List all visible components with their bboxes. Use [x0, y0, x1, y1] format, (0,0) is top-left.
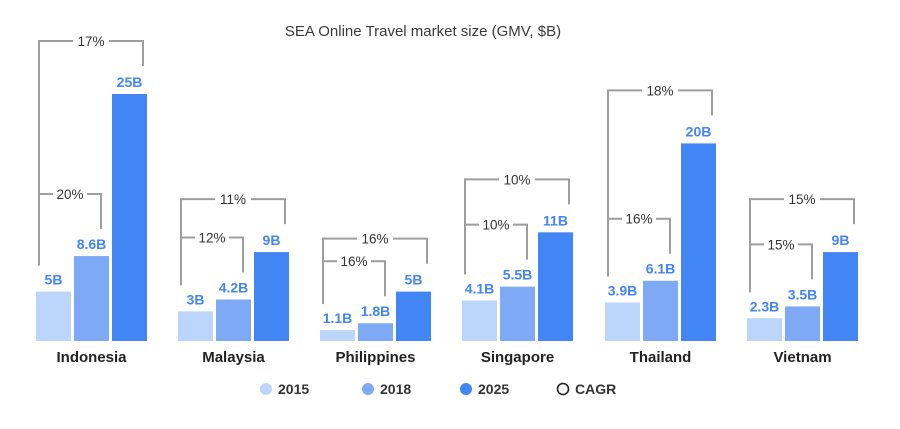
- bar-malaysia-2025: [254, 252, 289, 341]
- cagr-bracket-outer-vietnam: [749, 198, 855, 263]
- value-label-malaysia-2025: 9B: [263, 232, 281, 248]
- value-label-thailand-2025: 20B: [686, 123, 712, 139]
- legend-marker-cagr: [556, 382, 570, 396]
- bar-vietnam-2018: [785, 306, 820, 341]
- legend-marker-2018: [362, 383, 374, 395]
- bar-singapore-2018: [500, 286, 535, 341]
- cagr-label-2015-2018-thailand: 16%: [625, 212, 652, 227]
- legend-label-2018: 2018: [380, 381, 411, 397]
- legend-marker-2025: [460, 383, 472, 395]
- value-label-singapore-2015: 4.1B: [465, 280, 495, 296]
- bar-malaysia-2015: [178, 311, 213, 341]
- bar-malaysia-2018: [216, 299, 251, 341]
- legend-label-2025: 2025: [478, 381, 509, 397]
- cagr-label-2015-2025-singapore: 10%: [503, 172, 530, 187]
- value-label-singapore-2018: 5.5B: [503, 267, 533, 283]
- bar-philippines-2025: [396, 291, 431, 341]
- plot-area: 5B 8.6B 25B 20% 17% Indonesia 3B 4.2B 9B 12% 11% Ma…: [36, 34, 858, 366]
- legend-label-cagr: CAGR: [575, 381, 616, 397]
- bar-philippines-2018: [358, 323, 393, 341]
- category-label-malaysia: Malaysia: [202, 349, 265, 366]
- cagr-label-2015-2025-vietnam: 15%: [788, 192, 815, 207]
- bar-thailand-2018: [643, 280, 678, 341]
- value-label-vietnam-2025: 9B: [832, 232, 850, 248]
- cagr-bracket-outer-thailand: [607, 89, 713, 237]
- value-label-malaysia-2015: 3B: [187, 291, 205, 307]
- category-label-indonesia: Indonesia: [56, 349, 127, 366]
- category-label-singapore: Singapore: [481, 349, 554, 366]
- cagr-label-2015-2018-philippines: 16%: [340, 254, 367, 269]
- value-label-vietnam-2015: 2.3B: [750, 298, 780, 314]
- legend-marker-2015: [260, 383, 272, 395]
- cagr-label-2015-2025-philippines: 16%: [361, 232, 388, 247]
- cagr-label-2015-2018-vietnam: 15%: [767, 237, 794, 252]
- value-label-vietnam-2018: 3.5B: [788, 286, 818, 302]
- cagr-label-2015-2018-malaysia: 12%: [198, 231, 225, 246]
- value-label-indonesia-2018: 8.6B: [77, 236, 107, 252]
- value-label-thailand-2015: 3.9B: [608, 282, 638, 298]
- bar-vietnam-2015: [747, 318, 782, 341]
- value-label-philippines-2018: 1.8B: [361, 303, 391, 319]
- legend-label-2015: 2015: [278, 381, 309, 397]
- category-label-philippines: Philippines: [335, 349, 415, 366]
- value-label-indonesia-2025: 25B: [117, 74, 143, 90]
- category-label-vietnam: Vietnam: [773, 349, 831, 366]
- value-label-thailand-2018: 6.1B: [646, 261, 676, 277]
- cagr-bracket-outer-indonesia: [38, 40, 144, 213]
- chart-title: SEA Online Travel market size (GMV, $B): [285, 23, 561, 40]
- value-label-philippines-2025: 5B: [405, 272, 423, 288]
- bar-philippines-2015: [320, 330, 355, 341]
- cagr-label-2015-2025-indonesia: 17%: [77, 34, 104, 49]
- bar-thailand-2025: [681, 143, 716, 341]
- legend: 2015 2018 2025 CAGR: [260, 381, 616, 397]
- value-label-singapore-2025: 11B: [543, 212, 568, 228]
- cagr-bracket-outer-singapore: [464, 178, 570, 243]
- value-label-indonesia-2015: 5B: [45, 272, 63, 288]
- cagr-label-2015-2025-thailand: 18%: [646, 83, 673, 98]
- category-label-thailand: Thailand: [630, 349, 692, 366]
- bar-thailand-2015: [605, 302, 640, 341]
- bar-singapore-2015: [462, 300, 497, 341]
- cagr-bracket-outer-philippines: [322, 237, 428, 280]
- cagr-bracket-outer-malaysia: [180, 198, 286, 256]
- cagr-label-2015-2025-malaysia: 11%: [220, 192, 246, 207]
- cagr-bracket-inner-indonesia: [38, 193, 102, 266]
- cagr-label-2015-2018-indonesia: 20%: [56, 187, 83, 202]
- bar-singapore-2025: [538, 232, 573, 341]
- bar-indonesia-2018: [74, 256, 109, 341]
- value-label-malaysia-2018: 4.2B: [219, 280, 249, 296]
- bar-vietnam-2025: [823, 252, 858, 341]
- bar-indonesia-2025: [112, 94, 147, 341]
- value-label-philippines-2015: 1.1B: [323, 310, 353, 326]
- bar-indonesia-2015: [36, 291, 71, 341]
- cagr-label-2015-2018-singapore: 10%: [482, 218, 509, 233]
